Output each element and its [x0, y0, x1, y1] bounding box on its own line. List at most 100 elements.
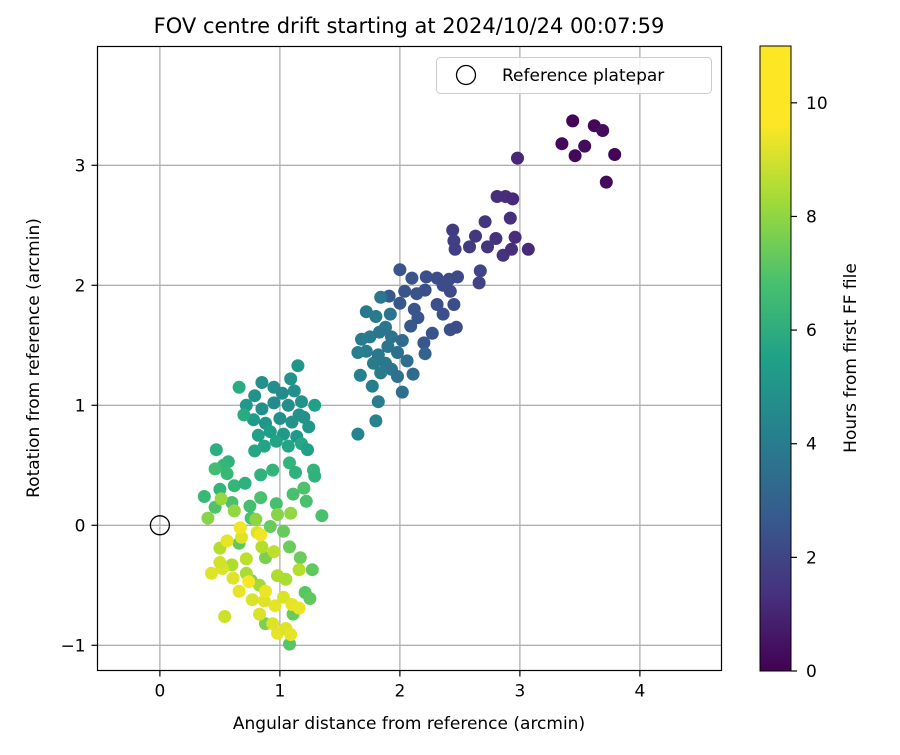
colorbar-tick-label: 4 [806, 435, 817, 455]
data-point [419, 270, 433, 284]
data-point [295, 395, 308, 409]
data-point [430, 298, 444, 311]
data-point [398, 284, 412, 298]
grid [97, 46, 722, 671]
data-point [451, 270, 464, 284]
data-point [284, 372, 298, 386]
x-tick-label: 0 [154, 682, 165, 702]
data-point [242, 575, 256, 589]
data-point [249, 512, 263, 526]
data-point [243, 499, 257, 513]
data-point [506, 192, 520, 206]
data-point [478, 215, 492, 229]
data-point [393, 296, 407, 310]
x-axis-ticks: 0 1 2 3 4 [154, 670, 645, 702]
colorbar-label: Hours from first FF file [841, 263, 861, 453]
data-point [481, 240, 494, 254]
data-point [263, 520, 277, 533]
data-point [369, 310, 383, 323]
data-point [369, 414, 383, 428]
data-point [400, 354, 414, 368]
data-point [391, 346, 404, 359]
data-point [463, 240, 476, 254]
data-point [508, 230, 522, 244]
data-point [281, 398, 295, 412]
y-tick-label: −1 [60, 636, 85, 656]
data-point [208, 462, 222, 476]
data-point [406, 367, 420, 381]
data-point [395, 385, 409, 399]
reference-platepar-marker [149, 515, 171, 536]
data-point [283, 637, 296, 651]
data-point [285, 415, 299, 429]
legend-box [436, 57, 712, 94]
data-point [268, 599, 282, 613]
data-point [283, 540, 296, 554]
data-point [289, 466, 302, 479]
data-point [374, 366, 388, 380]
data-point [257, 594, 271, 608]
data-point [418, 347, 432, 361]
data-point [355, 332, 368, 346]
data-point [279, 572, 293, 586]
colorbar-tick-label: 0 [806, 662, 817, 682]
data-point [248, 444, 262, 458]
data-point [555, 137, 569, 151]
data-point [473, 264, 487, 278]
data-point [237, 408, 251, 422]
data-point [301, 443, 314, 457]
data-point [381, 340, 395, 353]
data-point [371, 395, 385, 409]
x-tick-label: 3 [514, 682, 525, 702]
data-point [247, 413, 260, 427]
data-point [284, 506, 298, 520]
data-point [220, 467, 234, 481]
data-point [263, 425, 277, 439]
x-tick-label: 4 [634, 682, 645, 702]
data-point [213, 556, 227, 569]
data-point [608, 148, 622, 161]
data-point [293, 551, 307, 565]
data-point [449, 320, 463, 334]
data-point [568, 149, 582, 163]
data-point [417, 336, 431, 350]
y-tick-label: 3 [75, 156, 86, 176]
data-point [489, 232, 503, 245]
data-point [303, 592, 317, 605]
data-point [383, 307, 397, 321]
data-point [447, 298, 461, 311]
data-point [374, 290, 388, 304]
data-point [297, 481, 311, 495]
data-point [302, 420, 316, 434]
data-point [254, 528, 268, 542]
data-point [266, 463, 280, 477]
data-point [254, 491, 268, 505]
data-point [578, 139, 592, 153]
data-point [255, 402, 269, 416]
data-point [393, 263, 407, 277]
data-point [505, 242, 518, 256]
data-point [235, 530, 248, 544]
data-point [395, 334, 409, 347]
data-point [292, 601, 306, 615]
legend-label-reference: Reference platepar [502, 66, 664, 86]
x-tick-label: 2 [394, 682, 405, 702]
data-point [351, 427, 365, 441]
data-point [255, 376, 269, 389]
data-point [297, 410, 311, 424]
data-point [373, 325, 386, 339]
data-point [232, 380, 246, 394]
colorbar-tick-label: 6 [806, 321, 817, 341]
colorbar-ticks: 0 2 4 6 8 10 [791, 94, 828, 682]
data-point [286, 487, 300, 501]
data-point [351, 346, 365, 359]
data-point [253, 607, 266, 621]
legend: Reference platepar [436, 57, 712, 94]
data-point [245, 593, 259, 607]
data-point [251, 428, 265, 442]
data-point [283, 456, 296, 470]
data-point [353, 368, 367, 382]
y-tick-label: 1 [75, 396, 86, 416]
